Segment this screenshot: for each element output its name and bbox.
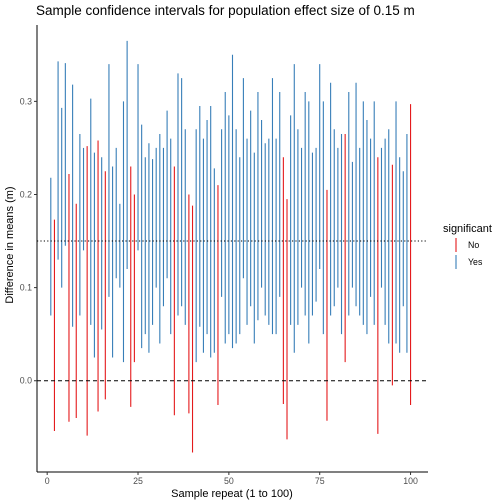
- legend-label: Yes: [468, 257, 483, 267]
- reference-lines: [37, 240, 428, 382]
- x-tick-label: 75: [315, 476, 325, 486]
- y-tick-label: 0.2: [20, 189, 32, 199]
- x-axis-title: Sample repeat (1 to 100): [171, 488, 293, 500]
- interval-layer: [50, 40, 412, 453]
- x-tick-label: 100: [403, 476, 418, 486]
- x-tick-label: 0: [45, 476, 50, 486]
- x-tick-label: 50: [224, 476, 234, 486]
- y-tick-label: 0.1: [20, 283, 32, 293]
- legend-label: No: [468, 240, 479, 250]
- axes: 0 25 50 75 100 0.0 0.1 0.2 0.3: [20, 25, 428, 486]
- y-axis-title: Difference in means (m): [4, 186, 16, 303]
- y-tick-label: 0.3: [20, 96, 32, 106]
- x-tick-label: 25: [133, 476, 143, 486]
- y-tick-label: 0.0: [20, 376, 32, 386]
- legend: significant No Yes: [443, 223, 492, 269]
- legend-title: significant: [443, 223, 492, 235]
- chart-title: Sample confidence intervals for populati…: [36, 3, 415, 18]
